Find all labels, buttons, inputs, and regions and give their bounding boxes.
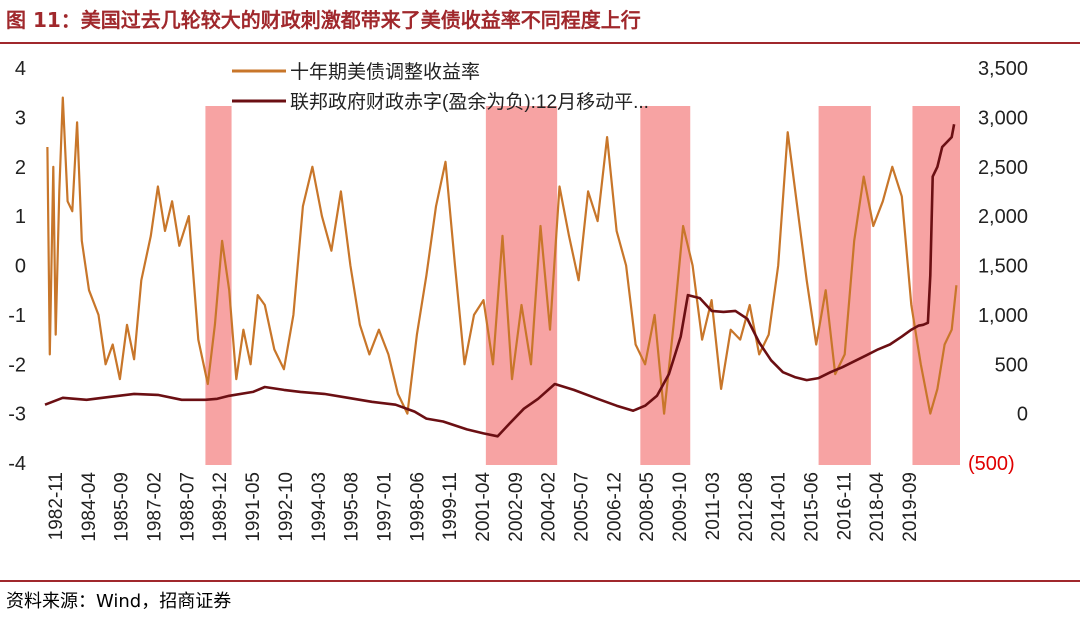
x-tick-label: 2011-03 <box>703 472 724 540</box>
x-tick-label: 1987-02 <box>145 472 166 542</box>
x-tick-label: 2012-08 <box>736 472 757 542</box>
right-axis-ticks: 3,500 3,000 2,500 2,000 1,500 1,000 500 0 (500) <box>968 58 1028 475</box>
x-tick-label: 1991-05 <box>243 472 264 542</box>
x-tick-label: 2005-07 <box>572 472 593 542</box>
legend-label-yield: 十年期美债调整收益率 <box>290 61 480 83</box>
shade-band-4 <box>818 106 871 465</box>
x-tick-label: 2019-09 <box>900 472 921 542</box>
left-tick-label: -3 <box>8 404 26 426</box>
left-tick-label: 2 <box>15 157 26 179</box>
x-tick-label: 1995-08 <box>342 472 363 542</box>
right-tick-label: 3,500 <box>978 58 1028 80</box>
right-tick-label: 2,000 <box>978 206 1028 228</box>
right-tick-label: 2,500 <box>978 157 1028 179</box>
x-tick-label: 2014-01 <box>769 472 790 542</box>
series-lines <box>44 96 958 438</box>
x-axis-ticks: 1982-11 1984-04 1985-09 1987-02 1988-07 1989-… <box>46 472 921 542</box>
left-tick-label: -4 <box>8 453 26 475</box>
x-tick-label: 2018-04 <box>867 472 888 542</box>
right-tick-label: 1,500 <box>978 256 1028 278</box>
left-tick-label: 3 <box>15 107 26 129</box>
left-tick-label: 4 <box>15 58 26 80</box>
right-tick-label: 500 <box>995 354 1028 376</box>
left-tick-label: -1 <box>8 305 26 327</box>
x-tick-label: 2004-02 <box>539 472 560 542</box>
source-rule <box>0 580 1080 582</box>
source-note: 资料来源：Wind，招商证券 <box>6 591 232 612</box>
x-tick-label: 2006-12 <box>604 472 625 542</box>
x-tick-label: 2001-04 <box>473 472 494 542</box>
x-tick-label: 1982-11 <box>46 472 67 540</box>
left-tick-label: -2 <box>8 354 26 376</box>
right-tick-label: 1,000 <box>978 305 1028 327</box>
legend-label-deficit: 联邦政府财政赤字(盈余为负):12月移动平... <box>290 91 649 113</box>
right-tick-label: 0 <box>1017 404 1028 426</box>
x-tick-label: 2009-10 <box>670 472 691 542</box>
right-tick-label: (500) <box>968 453 1015 475</box>
x-tick-label: 1998-06 <box>407 472 428 542</box>
x-tick-label: 2016-11 <box>834 472 855 540</box>
chart: 4 3 2 1 0 -1 -2 -3 -4 3,500 3,000 2,500 2,000 1,500 1… <box>8 58 1028 542</box>
series-line-yield <box>46 96 958 415</box>
x-tick-label: 1989-12 <box>210 472 231 542</box>
x-tick-label: 1997-01 <box>374 472 395 542</box>
series-line-deficit <box>44 124 956 438</box>
x-tick-label: 2008-05 <box>637 472 658 542</box>
x-tick-label: 1994-03 <box>309 472 330 542</box>
right-tick-label: 3,000 <box>978 107 1028 129</box>
shade-band-5 <box>912 106 960 465</box>
x-tick-label: 1988-07 <box>177 472 198 542</box>
figure-title: 图 11：美国过去几轮较大的财政刺激都带来了美债收益率不同程度上行 <box>6 8 641 32</box>
x-tick-label: 1999-11 <box>440 472 461 540</box>
left-axis-ticks: 4 3 2 1 0 -1 -2 -3 -4 <box>8 58 26 475</box>
shaded-periods <box>205 106 960 465</box>
title-rule <box>0 42 1080 44</box>
legend: 十年期美债调整收益率 联邦政府财政赤字(盈余为负):12月移动平... <box>232 61 649 113</box>
left-tick-label: 0 <box>15 256 26 278</box>
x-tick-label: 1984-04 <box>79 472 100 542</box>
x-tick-label: 1985-09 <box>112 472 133 542</box>
x-tick-label: 2015-06 <box>801 472 822 542</box>
x-tick-label: 2002-09 <box>506 472 527 542</box>
left-tick-label: 1 <box>15 206 26 228</box>
x-tick-label: 1992-10 <box>276 472 297 542</box>
